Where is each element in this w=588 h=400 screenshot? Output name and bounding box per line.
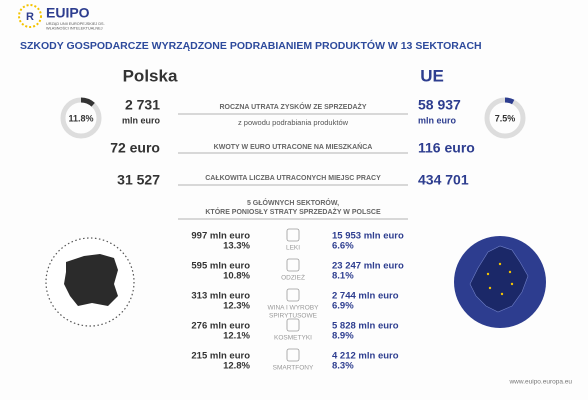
pl-sector-value: 276 mln euro — [191, 321, 250, 332]
share-donuts: 11.8% 7.5% — [60, 97, 526, 139]
sector-icon — [286, 288, 300, 302]
sector-icon — [286, 258, 300, 272]
eu-sector-share: 8.9% — [332, 331, 354, 342]
pl-value: 72 euro — [110, 140, 160, 156]
eu-sector-value: 2 744 mln euro — [332, 291, 399, 302]
sector-icon — [286, 228, 300, 242]
column-header: UE — [420, 66, 444, 85]
pl-value: 2 731 — [125, 97, 160, 113]
poland-map — [64, 254, 118, 306]
logo-subtitle: URZĄD UNII EUROPEJSKIEJ DS. — [46, 22, 105, 26]
pl-sector-value: 595 mln euro — [191, 261, 250, 272]
metric-label: KWOTY W EURO UTRACONE NA MIESZKAŃCA — [214, 142, 373, 151]
eu-sector-value: 4 212 mln euro — [332, 351, 399, 362]
eu-sector-value: 15 953 mln euro — [332, 231, 404, 242]
pl-sector-share: 12.1% — [223, 331, 250, 342]
pl-sector-share: 10.8% — [223, 271, 250, 282]
pl-unit: mln euro — [122, 115, 161, 125]
eu-sector-value: 23 247 mln euro — [332, 261, 404, 272]
eu-value: 58 937 — [418, 97, 461, 113]
sector-icon — [286, 318, 300, 332]
pl-value: 31 527 — [117, 172, 160, 188]
metric-sublabel: z powodu podrabiania produktów — [238, 118, 349, 127]
donut-arc — [80, 97, 95, 107]
logo: EUIPO — [46, 5, 90, 21]
share-label: 11.8% — [68, 113, 93, 123]
metric-label: CAŁKOWITA LICZBA UTRACONYCH MIEJSC PRACY — [205, 175, 381, 182]
column-header: Polska — [123, 66, 178, 85]
logo-letter: R — [26, 11, 34, 23]
logo-subtitle: WŁASNOŚCI INTELEKTUALNEJ — [46, 26, 103, 31]
eu-sector-share: 6.6% — [332, 241, 354, 252]
logo-icon — [18, 4, 42, 28]
pl-sector-value: 313 mln euro — [191, 291, 250, 302]
eu-value: 434 701 — [418, 172, 469, 188]
sector-name: SPIRYTUSOWE — [269, 313, 318, 320]
sectors-title: 5 GŁÓWNYCH SEKTORÓW, — [247, 198, 339, 207]
pl-sector-value: 997 mln euro — [191, 231, 250, 242]
title: SZKODY GOSPODARCZE WYRZĄDZONE PODRABIANI… — [20, 39, 482, 52]
pl-sector-share: 12.8% — [223, 361, 250, 372]
pl-sector-share: 12.3% — [223, 301, 250, 312]
sector-name: LEKI — [286, 245, 300, 252]
sector-name: SMARTFONY — [273, 365, 314, 372]
footer: www.euipo.europa.eu — [508, 379, 572, 386]
sector-icon — [286, 348, 300, 362]
eu-map — [469, 245, 529, 313]
metric-label: ROCZNA UTRATA ZYSKÓW ZE SPRZEDAŻY — [220, 102, 367, 111]
donut-arc — [504, 97, 515, 105]
sector-name: KOSMETYKI — [274, 335, 312, 342]
eu-sector-value: 5 828 mln euro — [332, 321, 399, 332]
eu-unit: mln euro — [418, 115, 457, 125]
eu-sector-share: 8.1% — [332, 271, 354, 282]
eu-sector-share: 6.9% — [332, 301, 354, 312]
eu-sector-share: 8.3% — [332, 361, 354, 372]
pl-sector-value: 215 mln euro — [191, 351, 250, 362]
eu-value: 116 euro — [418, 140, 475, 156]
pl-sector-share: 13.3% — [223, 241, 250, 252]
sector-name: WINA I WYROBY — [268, 305, 320, 312]
sectors-title: KTÓRE PONIOSŁY STRATY SPRZEDAŻY W POLSCE — [205, 207, 381, 216]
sector-name: ODZIEŻ — [281, 273, 305, 282]
eu-stars — [486, 262, 514, 296]
share-label: 7.5% — [495, 113, 516, 123]
